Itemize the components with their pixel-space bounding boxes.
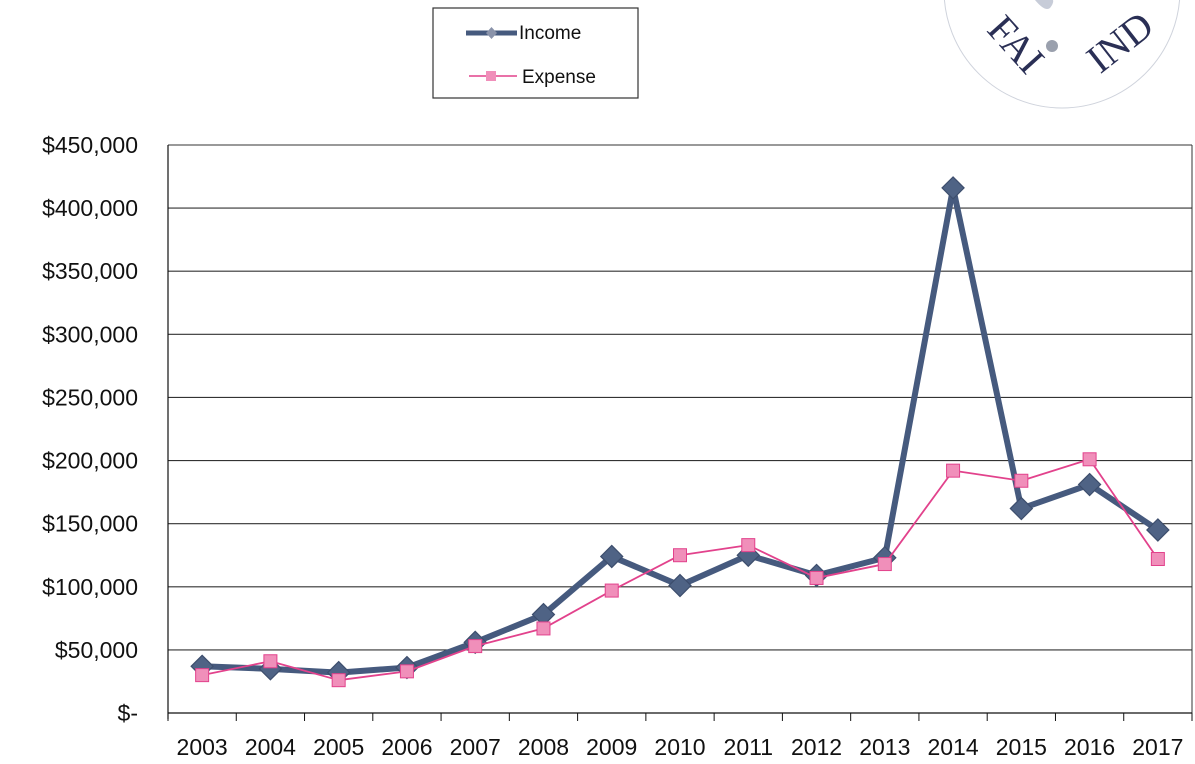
x-tick-label-2006: 2006 [381,734,432,760]
x-tick-label-2004: 2004 [245,734,296,760]
x-tick-label-2008: 2008 [518,734,569,760]
y-tick-label-3: $150,000 [42,511,138,537]
income-point-2015 [1009,496,1034,521]
y-tick-label-7: $350,000 [42,258,138,284]
y-axis: $- $50,000 $100,000 $150,000 $200,000 $250,00… [42,132,169,726]
y-tick-label-0: $- [118,700,138,726]
expense-point-2012 [809,570,824,585]
expense-point-2010 [673,548,687,563]
legend-box [432,7,639,99]
expense-point-2008 [536,621,551,636]
series-line-income [202,184,1160,676]
x-axis: 2003 2004 2005 2006 2007 2008 2009 2010 2011 2012… [167,712,1193,760]
legend: Income Expense [432,7,639,99]
legend-expense-marker [486,71,496,81]
expense-point-2011 [741,538,756,553]
svg-text:FAI: FAI [979,6,1054,82]
x-tick-label-2009: 2009 [586,734,637,760]
expense-point-2006 [399,664,414,679]
income-point-2004 [258,656,283,681]
x-tick-label-2003: 2003 [177,734,228,760]
series-layer [190,176,1170,688]
x-tick-label-2010: 2010 [654,734,705,760]
x-tick-label-2007: 2007 [450,734,501,760]
legend-expense-label: Expense [522,67,596,88]
legend-income-marker [486,27,497,39]
legend-income-label: Income [519,23,581,44]
legend-item-expense: Expense [469,67,596,88]
expense-point-2015 [1014,473,1029,488]
y-tick-label-4: $200,000 [42,448,138,474]
y-tick-label-9: $450,000 [42,132,138,158]
x-tick-label-2016: 2016 [1064,734,1115,760]
seal-stamp: FAI IND [943,0,1181,109]
legend-item-income: Income [466,23,581,44]
x-tick-label-2011: 2011 [724,734,773,760]
series-line-expense [201,458,1159,682]
income-point-2009 [599,544,624,569]
expense-point-2003 [195,668,210,683]
income-point-2017 [1146,518,1170,542]
expense-point-2017 [1150,552,1165,567]
expense-point-2004 [263,654,278,669]
x-tick-label-2015: 2015 [996,734,1047,760]
expense-point-2014 [946,463,961,478]
x-tick-label-2012: 2012 [791,734,842,760]
y-tick-label-2: $100,000 [42,574,138,600]
income-point-2016 [1077,472,1102,497]
y-tick-label-5: $250,000 [42,384,138,410]
expense-point-2007 [468,639,483,654]
x-tick-label-2013: 2013 [859,734,910,760]
y-tick-label-8: $400,000 [42,195,138,221]
expense-point-2005 [331,673,346,688]
gridlines [168,144,1193,713]
expense-point-2013 [877,557,892,572]
x-tick-label-2017: 2017 [1132,734,1183,760]
y-tick-label-6: $300,000 [42,321,138,347]
x-tick-label-2005: 2005 [313,734,364,760]
series-income [190,176,1170,685]
x-tick-label-2014: 2014 [927,734,978,760]
y-tick-label-1: $50,000 [55,637,138,663]
income-point-2014 [941,176,965,200]
income-point-2010 [668,573,692,598]
expense-point-2009 [604,583,619,598]
series-expense [195,452,1165,688]
expense-point-2016 [1082,452,1097,467]
